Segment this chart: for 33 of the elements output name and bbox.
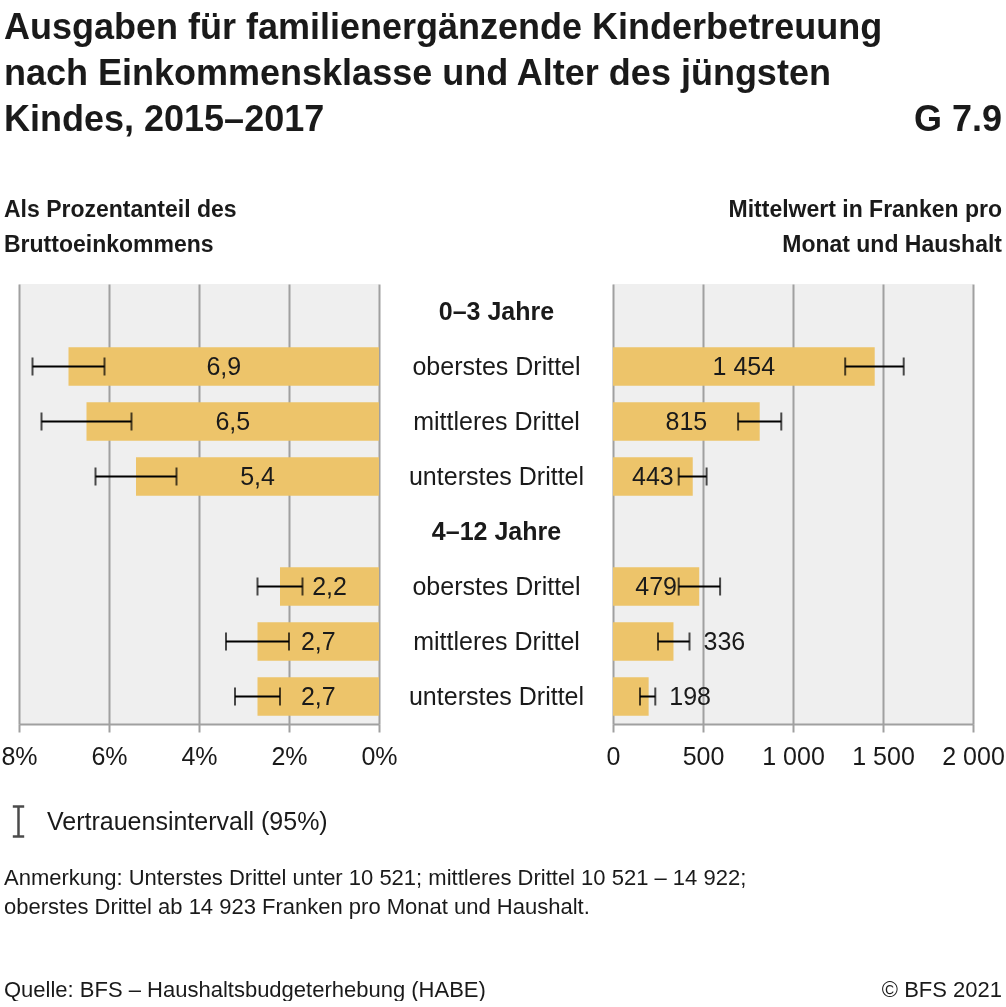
bar (68, 347, 379, 386)
text: © BFS 2021 (881, 977, 1002, 1002)
chart-subtitle: Als Prozentanteil des Bruttoeinkommens (4, 196, 237, 257)
y-tick-label: mittleres Drittel (413, 406, 580, 435)
y-tick-label: oberstes Drittel (412, 351, 581, 380)
x-tick-label: 8% (1, 741, 38, 770)
data-label: 2,7 (300, 626, 336, 655)
y-tick-label: 0–3 Jahre (438, 296, 555, 325)
chart-title: Ausgaben für familienergänzende Kinderbetreuung nach Einkommensklasse und Alter des jüngsten Kindes, 2015–2017 (4, 6, 883, 139)
x-tick-label: 0 (606, 741, 621, 770)
bar (257, 622, 379, 661)
bar (280, 567, 379, 606)
bar (136, 457, 379, 496)
data-label: 6,9 (206, 351, 242, 380)
bar (257, 677, 379, 716)
y-tick-label: mittleres Drittel (413, 626, 580, 655)
bar (86, 402, 379, 441)
y-tick-label: oberstes Drittel (412, 571, 581, 600)
x-tick-label: 6% (91, 741, 128, 770)
text: Vertrauensintervall (95%) (47, 806, 328, 835)
data-label: 2,2 (312, 571, 347, 600)
data-label: 5,4 (240, 461, 275, 490)
y-tick-label: 4–12 Jahre (431, 516, 562, 545)
y-tick-label: unterstes Drittel (408, 461, 585, 490)
x-tick-label: 0% (361, 741, 398, 770)
y-tick-label: unterstes Drittel (408, 681, 585, 710)
source-note: Quelle: BFS – Haushaltsbudgeterhebung (HABE) (4, 977, 486, 1002)
x-tick-label: 4% (181, 741, 218, 770)
data-label: 2,7 (300, 681, 336, 710)
text: G 7.9 (913, 98, 1002, 139)
x-tick-label: 2% (271, 741, 308, 770)
data-label: 6,5 (215, 406, 251, 435)
text: Anmerkung: Unterstes Drittel unter 10 521; mittleres Drittel 10 521 – 14 922; oberstes Drittel ab 14 923 Franken pro Monat und Haushalt. (4, 865, 747, 919)
